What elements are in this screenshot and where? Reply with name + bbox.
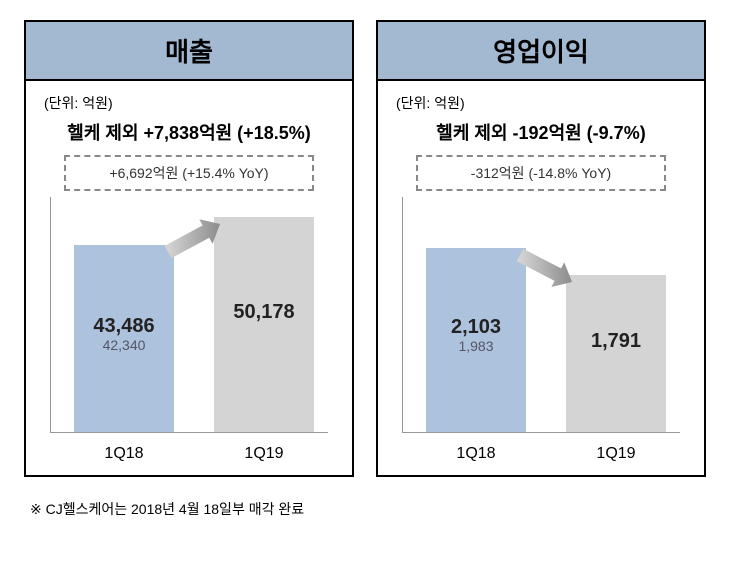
headline: 헬케 제외 +7,838억원 (+18.5%) bbox=[44, 119, 334, 145]
bar: 1,791 bbox=[566, 275, 666, 432]
x-axis-label: 1Q18 bbox=[426, 445, 526, 463]
bar: 50,178 bbox=[214, 217, 314, 432]
panel-op-income: 영업이익 (단위: 억원) 헬케 제외 -192억원 (-9.7%) -312억… bbox=[376, 20, 706, 477]
unit-label: (단위: 억원) bbox=[44, 93, 334, 113]
panel-body: (단위: 억원) 헬케 제외 +7,838억원 (+18.5%) +6,692억… bbox=[26, 81, 352, 475]
unit-label: (단위: 억원) bbox=[396, 93, 686, 113]
panel-body: (단위: 억원) 헬케 제외 -192억원 (-9.7%) -312억원 (-1… bbox=[378, 81, 704, 475]
bar-value-label: 2,103 bbox=[426, 316, 526, 339]
panel-title: 영업이익 bbox=[378, 22, 704, 81]
chart-area: 2,1031,983 1Q18 1,791 1Q19 bbox=[402, 197, 680, 467]
panel-title: 매출 bbox=[26, 22, 352, 81]
bar-value-label: 43,486 bbox=[74, 315, 174, 338]
chart-area: 43,48642,340 1Q18 50,178 1Q19 bbox=[50, 197, 328, 467]
bar: 43,48642,340 bbox=[74, 245, 174, 432]
delta-box: -312억원 (-14.8% YoY) bbox=[416, 155, 665, 191]
delta-box: +6,692억원 (+15.4% YoY) bbox=[64, 155, 313, 191]
bar-rect bbox=[566, 275, 666, 432]
bar-value-label: 50,178 bbox=[214, 301, 314, 324]
x-axis-label: 1Q19 bbox=[566, 445, 666, 463]
x-axis-label: 1Q19 bbox=[214, 445, 314, 463]
bar: 2,1031,983 bbox=[426, 248, 526, 432]
panel-revenue: 매출 (단위: 억원) 헬케 제외 +7,838억원 (+18.5%) +6,6… bbox=[24, 20, 354, 477]
x-axis-label: 1Q18 bbox=[74, 445, 174, 463]
bar-sub-label: 42,340 bbox=[74, 337, 174, 353]
footnote: ※ CJ헬스케어는 2018년 4월 18일부 매각 완료 bbox=[30, 499, 710, 519]
bar-sub-label: 1,983 bbox=[426, 338, 526, 354]
bar-value-label: 1,791 bbox=[566, 330, 666, 353]
headline: 헬케 제외 -192억원 (-9.7%) bbox=[396, 119, 686, 145]
charts-row: 매출 (단위: 억원) 헬케 제외 +7,838억원 (+18.5%) +6,6… bbox=[24, 20, 710, 477]
bar-rect bbox=[214, 217, 314, 432]
